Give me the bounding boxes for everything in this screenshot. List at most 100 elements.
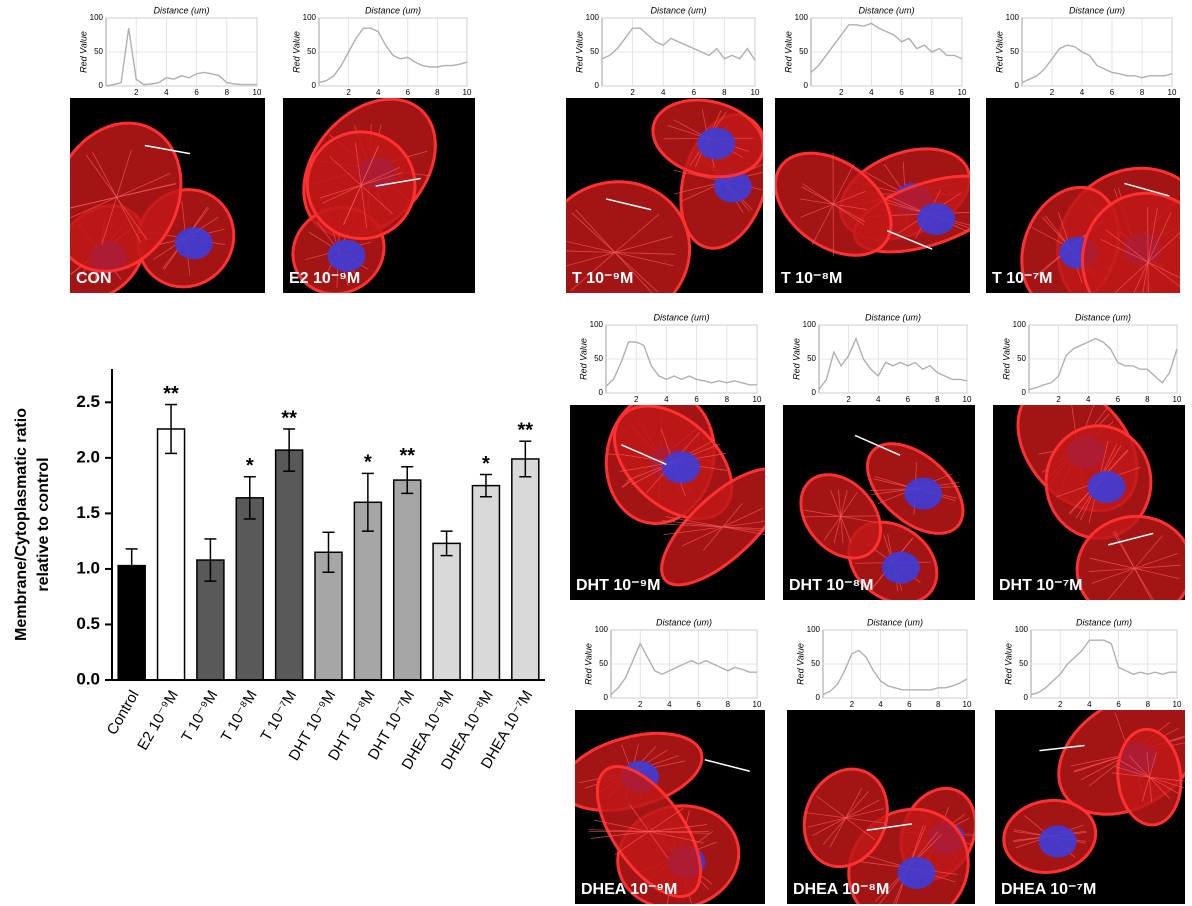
significance: ** [399, 445, 415, 467]
x-tick-label: 2 [850, 700, 855, 709]
x-tick-label: 8 [726, 700, 731, 709]
y-tick-label: 100 [1006, 13, 1020, 22]
fiber [343, 145, 379, 225]
x-tick-label: 4 [664, 395, 669, 404]
cells [575, 731, 750, 904]
x-tick-label: 2 [134, 88, 139, 97]
x-tick-label: 10 [753, 395, 762, 404]
scan-line [605, 198, 652, 211]
y-tick-label: 0 [1024, 693, 1029, 702]
x-tick-label: 2 [839, 88, 844, 97]
x-tick-label: Control [104, 687, 143, 737]
x-tick-label: 8 [1145, 395, 1150, 404]
significance: ** [281, 407, 297, 429]
x-tick-label: 8 [1146, 700, 1151, 709]
chart-title: Distance (um) [1075, 312, 1131, 322]
profile-line [810, 22, 963, 73]
x-tick-label: 10 [253, 88, 262, 97]
nucleus [662, 451, 701, 484]
scan-line [144, 144, 191, 155]
y-axis-label: Red Value [795, 643, 805, 685]
scan-line [1108, 532, 1154, 546]
y-axis-label: Red Value [578, 338, 588, 380]
y-tick-label: 1.5 [76, 503, 100, 522]
x-tick-label: 8 [722, 88, 727, 97]
y-tick-label: 0 [99, 81, 104, 90]
fiber [1114, 232, 1180, 293]
error-bar [243, 475, 256, 520]
y-tick-label: 50 [599, 659, 608, 668]
fiber [70, 173, 171, 219]
fiber [662, 520, 765, 532]
y-axis-label: Red Value [994, 31, 1004, 73]
nucleus [897, 856, 936, 889]
fiber [1111, 772, 1185, 782]
y-tick-label: 100 [1013, 320, 1027, 329]
profile-line [1028, 337, 1178, 391]
x-tick-label: 10 [963, 700, 972, 709]
cells [604, 405, 765, 587]
y-tick-label: 100 [90, 13, 104, 22]
x-tick-label: 6 [696, 700, 701, 709]
fiber [830, 490, 852, 543]
y-tick-label: 0 [1022, 388, 1027, 397]
y-tick-label: 100 [795, 13, 809, 22]
error-bar [283, 428, 296, 472]
cells [566, 98, 763, 293]
y-tick-label: 1.0 [76, 558, 100, 577]
scan-line [854, 434, 901, 456]
panel-label: T 10⁻⁹M [572, 270, 633, 287]
x-tick-label: 10 [958, 88, 967, 97]
scan-line [621, 444, 667, 466]
x-tick-label: 10 [753, 700, 762, 709]
x-tick-label: 6 [694, 395, 699, 404]
x-tick-label: 8 [930, 88, 935, 97]
y-axis-label: Red Value [791, 338, 801, 380]
bar [511, 458, 540, 681]
significance: * [482, 453, 490, 475]
error-bar [401, 465, 414, 495]
x-tick-label: 2 [846, 395, 851, 404]
profile-line [818, 336, 968, 391]
profile-line [1021, 44, 1173, 84]
cell-edge [1116, 727, 1183, 827]
x-tick-label: 2 [1056, 395, 1061, 404]
nucleus [327, 239, 366, 272]
x-tick-label: 6 [1116, 700, 1121, 709]
nucleus [1038, 825, 1077, 858]
cell-edge [775, 151, 893, 257]
x-tick-label: 4 [667, 700, 672, 709]
scan-line [886, 230, 933, 250]
y-tick-label: 0.0 [76, 669, 100, 688]
y-tick-label: 50 [1010, 47, 1019, 56]
nucleus [174, 227, 213, 260]
cell-edge [802, 767, 889, 869]
cells [1002, 710, 1185, 874]
y-tick-label: 50 [799, 47, 808, 56]
x-tick-label: 6 [1110, 88, 1115, 97]
nucleus [697, 127, 736, 160]
x-tick-label: 10 [1173, 395, 1182, 404]
x-tick-label: 6 [899, 88, 904, 97]
x-tick-label: 2 [638, 700, 643, 709]
cells [799, 434, 965, 600]
cells [1016, 405, 1185, 600]
x-tick-label: 8 [725, 395, 730, 404]
profile-line [1030, 639, 1177, 696]
cell-edge [70, 121, 183, 273]
profile-line [822, 649, 968, 696]
profile-line [105, 28, 257, 87]
chart-title: Distance (um) [656, 617, 712, 627]
bar [471, 484, 501, 681]
y-tick-label: 100 [303, 13, 317, 22]
x-tick-label: 8 [1140, 88, 1145, 97]
x-tick-label: 4 [876, 395, 881, 404]
y-tick-label: 0 [604, 693, 609, 702]
fiber [1107, 535, 1163, 600]
y-axis-label: Red Value [291, 31, 301, 73]
cells [775, 147, 970, 257]
x-tick-label: 8 [435, 88, 440, 97]
chart-title: Distance (um) [1069, 5, 1125, 15]
nucleus [904, 477, 943, 510]
